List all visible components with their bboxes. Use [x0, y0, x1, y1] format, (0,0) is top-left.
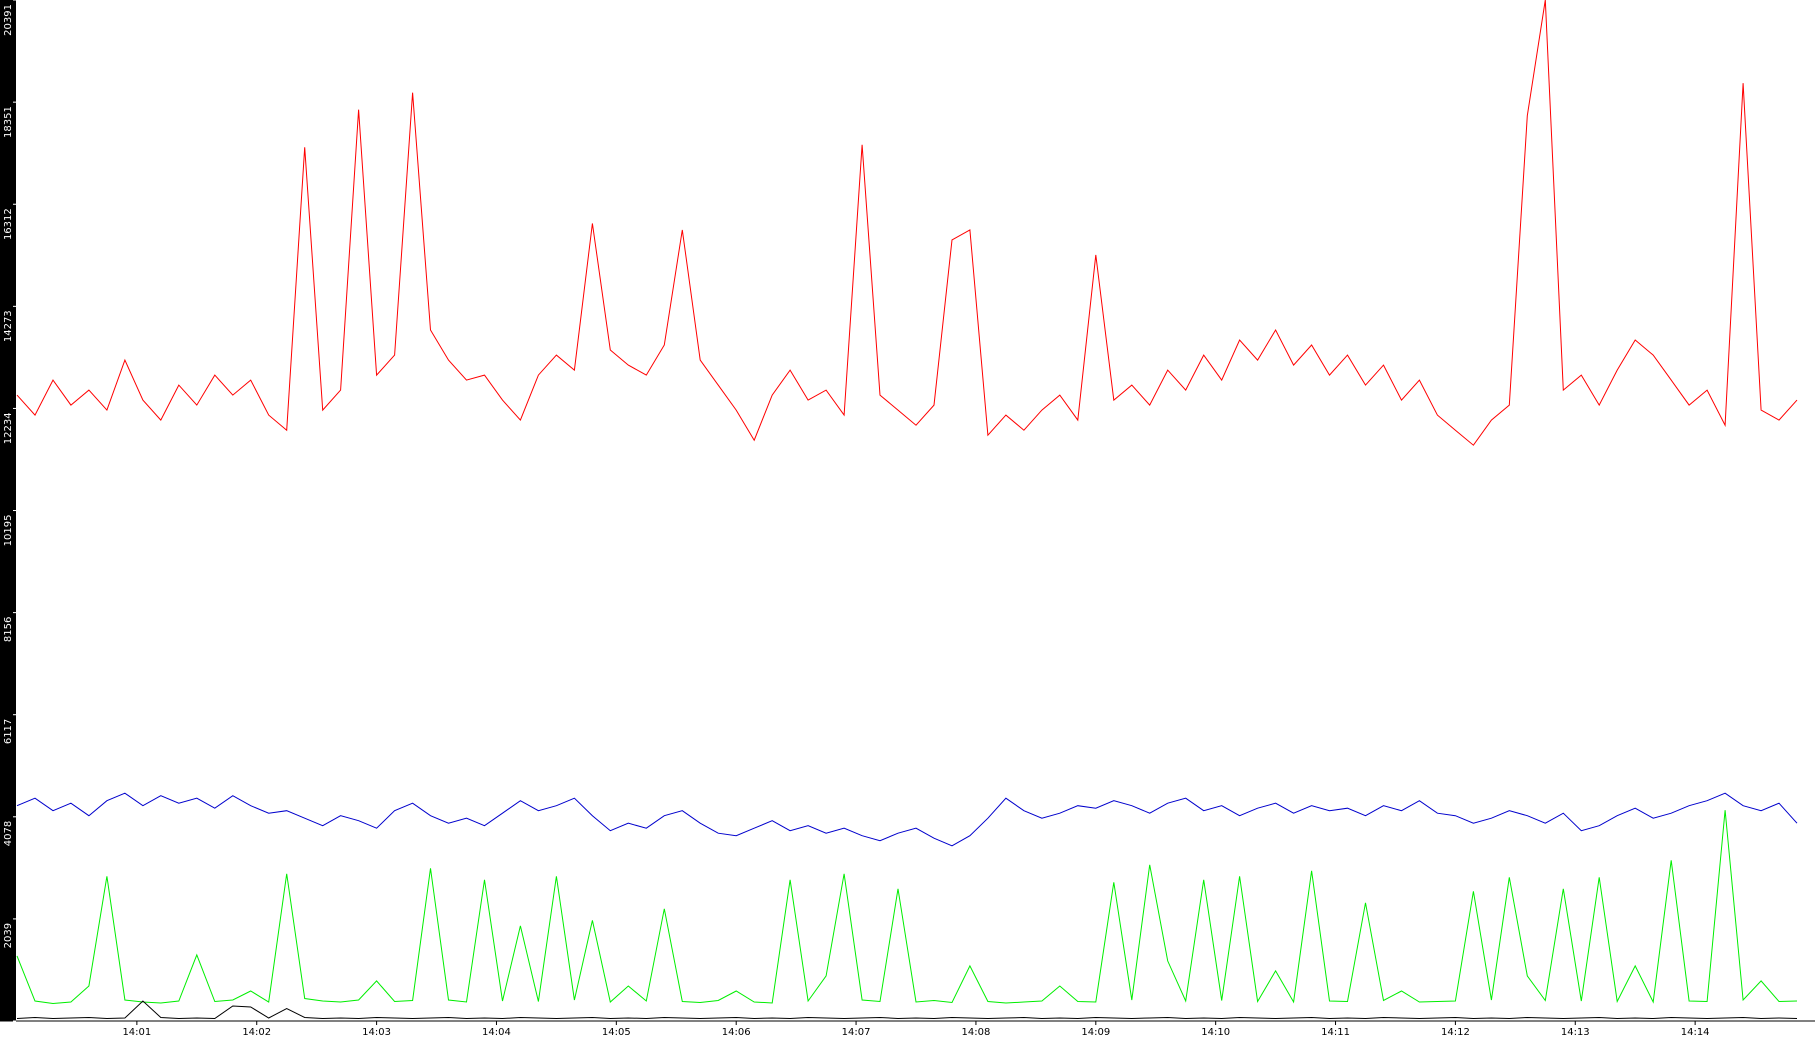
x-tick-label: 14:07	[842, 1027, 871, 1038]
y-tick-label: 20391	[3, 4, 14, 36]
series-line	[16, 810, 1798, 1005]
y-tick-label: 14273	[3, 310, 14, 342]
y-tick-label: 8156	[3, 617, 14, 642]
series-line	[16, 0, 1798, 446]
y-tick-label: 2039	[3, 923, 14, 948]
series-line	[16, 792, 1798, 847]
x-tick-label: 14:14	[1681, 1027, 1710, 1038]
x-tick-label: 14:09	[1081, 1027, 1110, 1038]
x-tick-label: 14:11	[1321, 1027, 1350, 1038]
series-line	[16, 1000, 1798, 1020]
x-tick-label: 14:04	[482, 1027, 511, 1038]
y-tick-label: 10195	[3, 515, 14, 547]
y-tick-label: 4078	[3, 821, 14, 846]
y-tick-label: 6117	[3, 719, 14, 744]
y-tick-label: 0	[3, 1025, 14, 1031]
x-tick-label: 14:03	[362, 1027, 391, 1038]
x-tick-label: 14:12	[1441, 1027, 1470, 1038]
x-tick-label: 14:02	[242, 1027, 271, 1038]
x-tick-label: 14:05	[602, 1027, 631, 1038]
y-tick-label: 18351	[3, 106, 14, 138]
x-tick-label: 14:06	[722, 1027, 751, 1038]
x-tick-label: 14:10	[1201, 1027, 1230, 1038]
x-tick-label: 14:13	[1561, 1027, 1590, 1038]
y-tick-label: 12234	[3, 412, 14, 444]
y-tick-label: 16312	[3, 208, 14, 240]
y-axis-strip	[0, 0, 16, 1021]
x-tick-label: 14:01	[122, 1027, 151, 1038]
x-tick-label: 14:08	[962, 1027, 991, 1038]
